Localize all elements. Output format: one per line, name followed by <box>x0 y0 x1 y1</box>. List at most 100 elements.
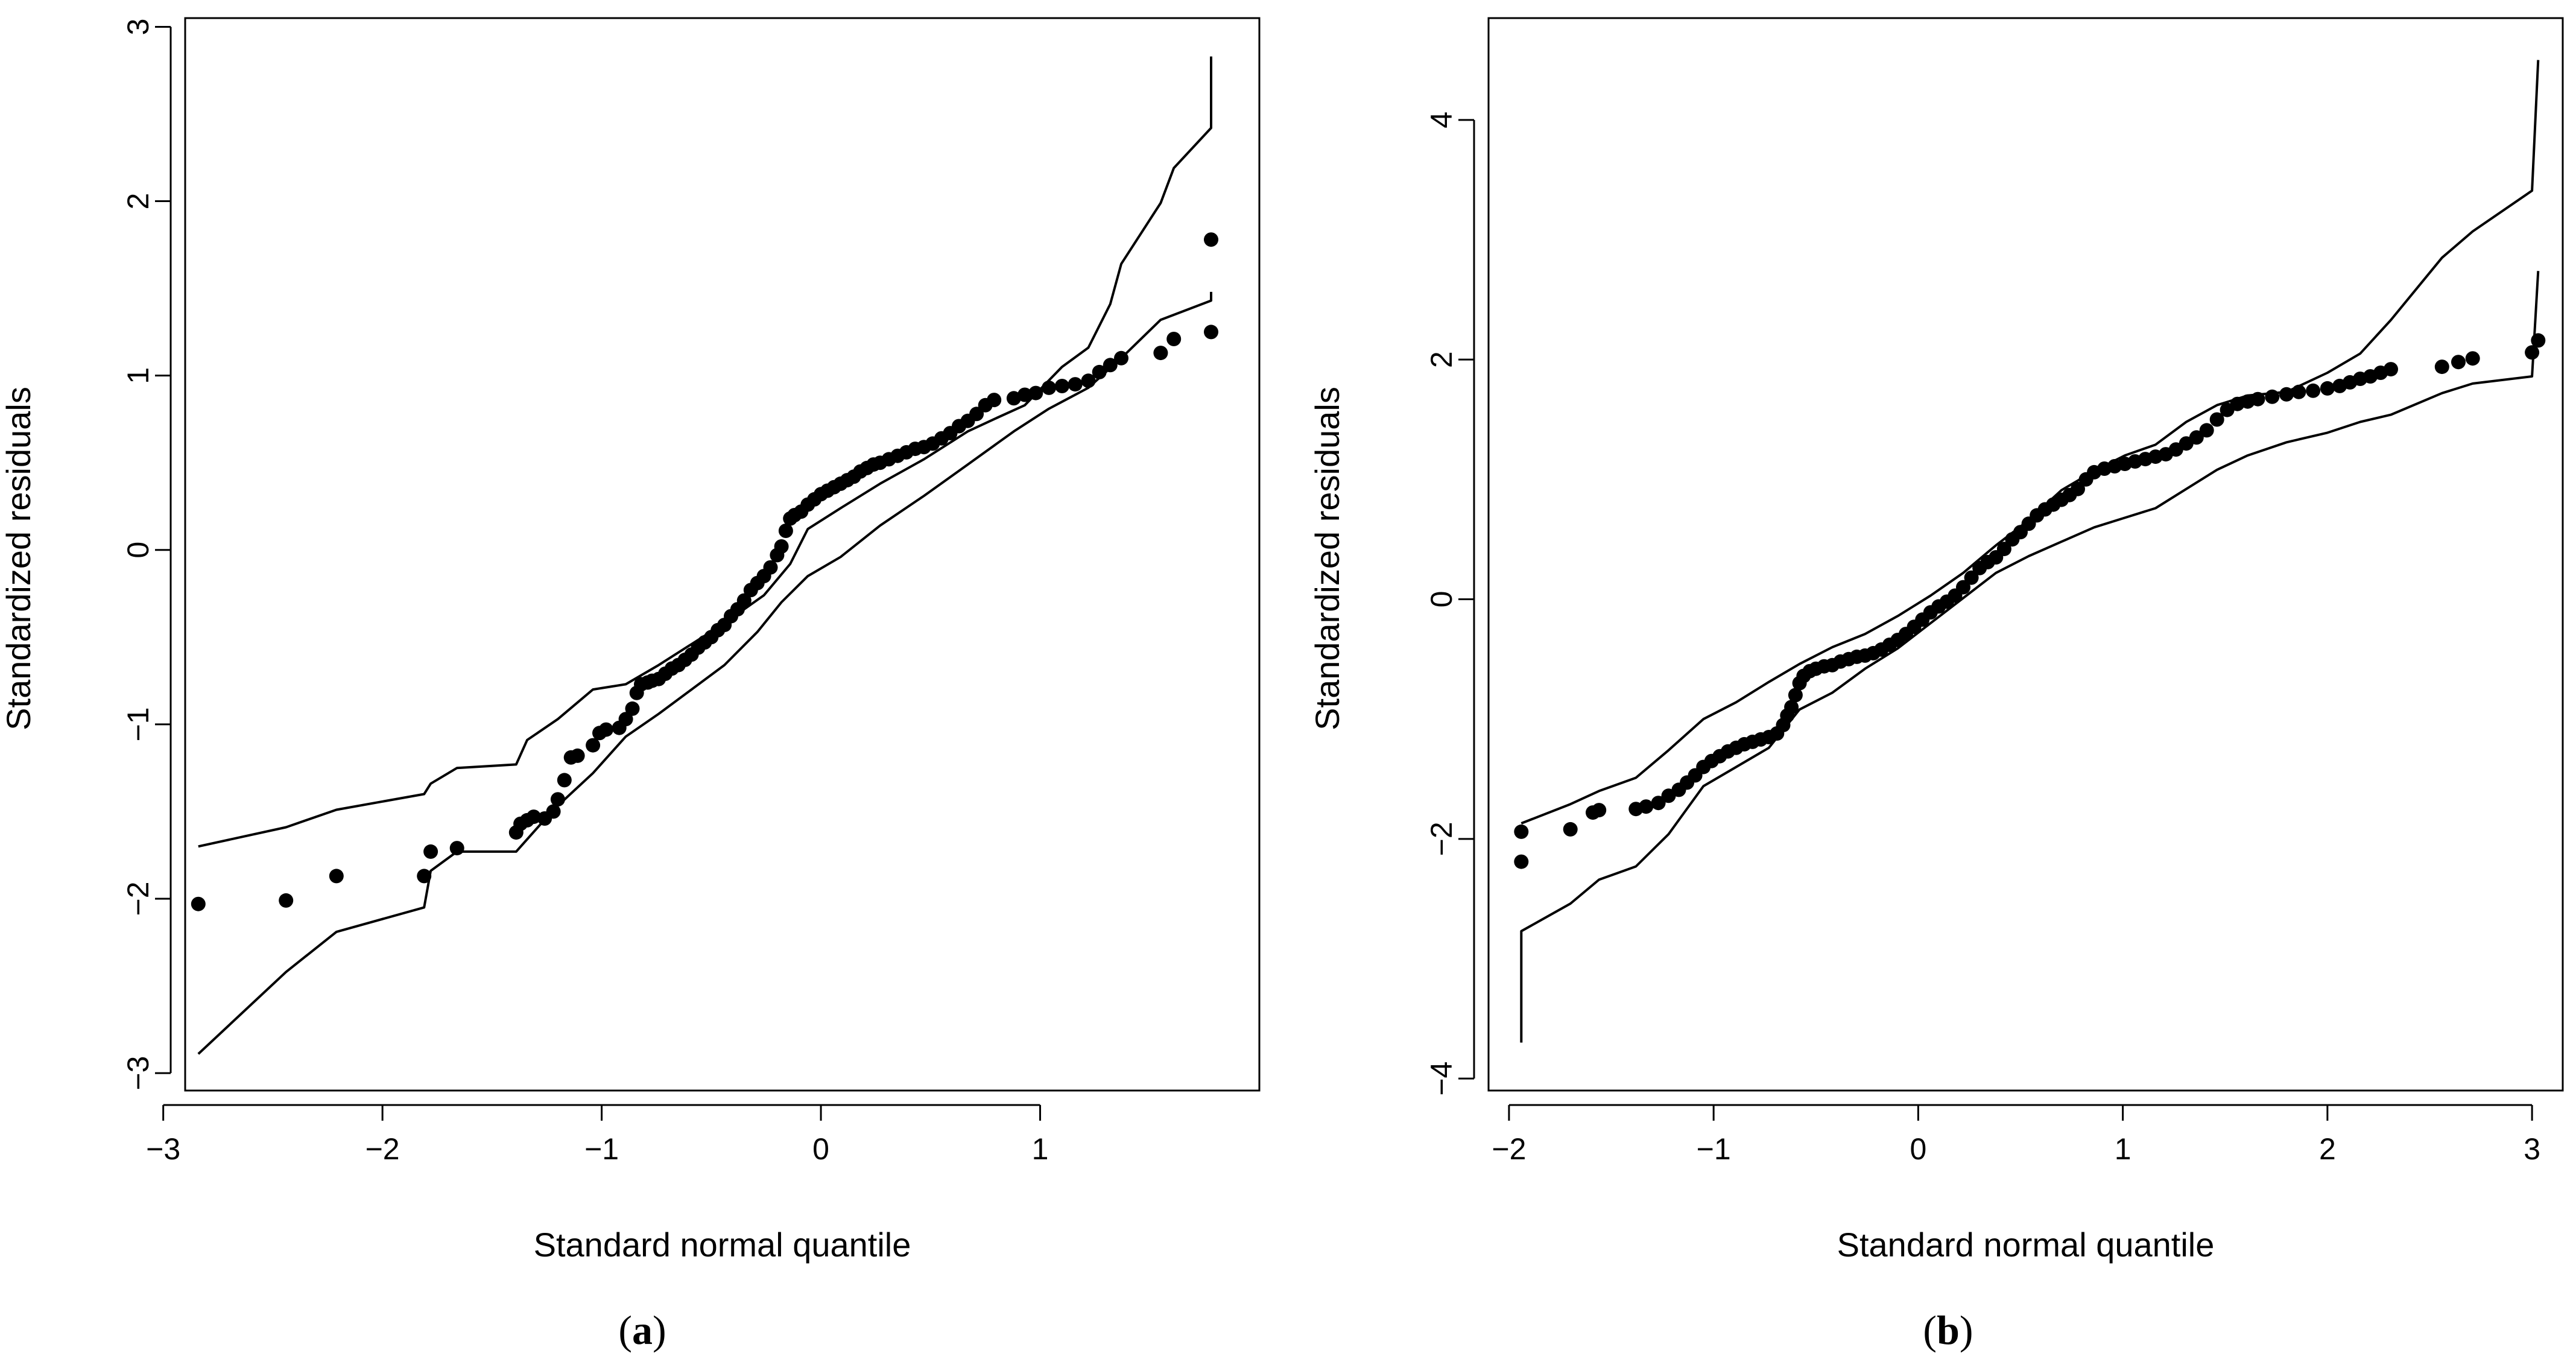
residual-point <box>618 712 633 727</box>
residual-point <box>778 524 793 538</box>
residual-point <box>1153 346 1168 361</box>
plot-frame <box>1487 17 2564 1092</box>
residual-point <box>1204 325 1218 340</box>
residual-point <box>1639 799 1654 814</box>
x-axis-label: Standard normal quantile <box>1837 1226 2215 1264</box>
residual-point <box>1964 570 1979 585</box>
residual-point <box>2291 384 2306 399</box>
residual-point <box>2209 412 2224 427</box>
y-axis-label: Standardized residuals <box>0 387 37 730</box>
chart-panel-a: −3 −2 −1 0 1 −3 −2 −1 0 1 2 3 Standard normal quanti… <box>0 17 1261 1353</box>
residual-point <box>1996 542 2011 557</box>
residual-point <box>1006 391 1021 406</box>
x-tick-label: 0 <box>1910 1132 1926 1166</box>
y-axis-label: Standardized residuals <box>1308 387 1346 730</box>
residual-point <box>2434 359 2449 375</box>
lower-envelope-line <box>197 291 1212 1055</box>
chart-panel-b: −2 −1 0 1 2 3 −4 −2 0 2 4 Standard normal quantile S… <box>1308 17 2564 1353</box>
residual-point <box>1028 385 1043 401</box>
residual-point <box>546 804 561 819</box>
residual-point <box>550 792 565 807</box>
x-tick-label: −1 <box>1697 1132 1731 1166</box>
residual-point <box>2451 355 2466 370</box>
y-tick-label: −4 <box>1425 1062 1458 1096</box>
upper-envelope-line <box>1521 60 2540 825</box>
residual-point <box>2531 333 2546 348</box>
residual-point <box>1103 358 1118 373</box>
residual-point <box>417 869 432 884</box>
residual-point <box>2189 430 2204 445</box>
y-tick-label: −3 <box>121 1056 155 1091</box>
y-tick-label: 4 <box>1425 112 1458 128</box>
residual-point <box>1514 824 1529 839</box>
y-tick-label: 0 <box>121 542 155 559</box>
x-tick-label: 1 <box>1032 1132 1049 1166</box>
x-tick-label: 0 <box>812 1132 829 1166</box>
residual-point <box>1651 796 1666 811</box>
upper-envelope-line <box>198 56 1212 848</box>
residual-point <box>557 773 572 788</box>
residual-point <box>2306 383 2321 398</box>
residual-point <box>586 738 601 753</box>
residual-point <box>2250 391 2265 407</box>
x-tick-label: 1 <box>2115 1132 2131 1166</box>
y-tick-label: 1 <box>121 367 155 384</box>
residual-point <box>625 701 640 716</box>
panel-label: (a) <box>618 1307 666 1353</box>
residual-point <box>1114 350 1128 366</box>
residual-point <box>774 539 789 554</box>
residual-point <box>598 722 613 737</box>
y-tick-label: −2 <box>121 881 155 916</box>
residual-point <box>1592 803 1607 818</box>
residual-point <box>1204 232 1218 247</box>
residual-point <box>2071 481 2085 496</box>
residual-points <box>191 232 1218 911</box>
y-tick-label: −2 <box>1425 822 1458 856</box>
residual-point <box>526 809 541 825</box>
residual-point <box>279 893 294 908</box>
residual-points <box>1514 333 2546 869</box>
panel-label: (b) <box>1923 1307 1973 1353</box>
residual-point <box>1092 364 1107 379</box>
residual-point <box>1784 700 1799 715</box>
residual-point <box>1788 688 1803 703</box>
residual-point <box>1068 377 1083 392</box>
residual-point <box>1054 379 1069 393</box>
residual-point <box>1956 580 1970 595</box>
lower-envelope-line <box>1520 271 2540 1043</box>
residual-point <box>570 748 585 763</box>
residual-point <box>736 593 752 608</box>
y-tick-label: 2 <box>1425 351 1458 368</box>
residual-point <box>1166 332 1182 346</box>
x-tick-label: −2 <box>366 1132 400 1166</box>
x-axis: −2 −1 0 1 2 3 <box>1492 1104 2540 1166</box>
x-tick-label: −1 <box>584 1132 619 1166</box>
residual-point <box>2320 381 2335 396</box>
residual-point <box>1563 822 1578 837</box>
residual-point <box>987 393 1002 408</box>
residual-point <box>2384 362 2398 377</box>
x-axis: −3 −2 −1 0 1 <box>146 1104 1049 1166</box>
residual-point <box>2525 345 2540 360</box>
y-tick-label: 0 <box>1425 591 1458 608</box>
residual-point <box>329 869 344 884</box>
residual-point <box>2199 423 2214 438</box>
x-axis-label: Standard normal quantile <box>534 1226 911 1264</box>
residual-point <box>1514 854 1529 869</box>
x-tick-label: −2 <box>1492 1132 1526 1166</box>
residual-point <box>191 896 206 911</box>
y-tick-label: 2 <box>121 193 155 210</box>
y-tick-label: 3 <box>121 19 155 36</box>
residual-point <box>2279 387 2294 402</box>
residual-point <box>763 560 778 575</box>
plot-frame <box>184 17 1261 1092</box>
y-axis: −3 −2 −1 0 1 2 3 <box>121 19 172 1091</box>
residual-point <box>1017 387 1033 402</box>
x-tick-label: 3 <box>2524 1132 2540 1166</box>
x-tick-label: 2 <box>2319 1132 2336 1166</box>
residual-point <box>449 841 464 856</box>
residual-point <box>1081 373 1096 388</box>
y-tick-label: −1 <box>121 707 155 741</box>
y-axis: −4 −2 0 2 4 <box>1425 112 1475 1096</box>
